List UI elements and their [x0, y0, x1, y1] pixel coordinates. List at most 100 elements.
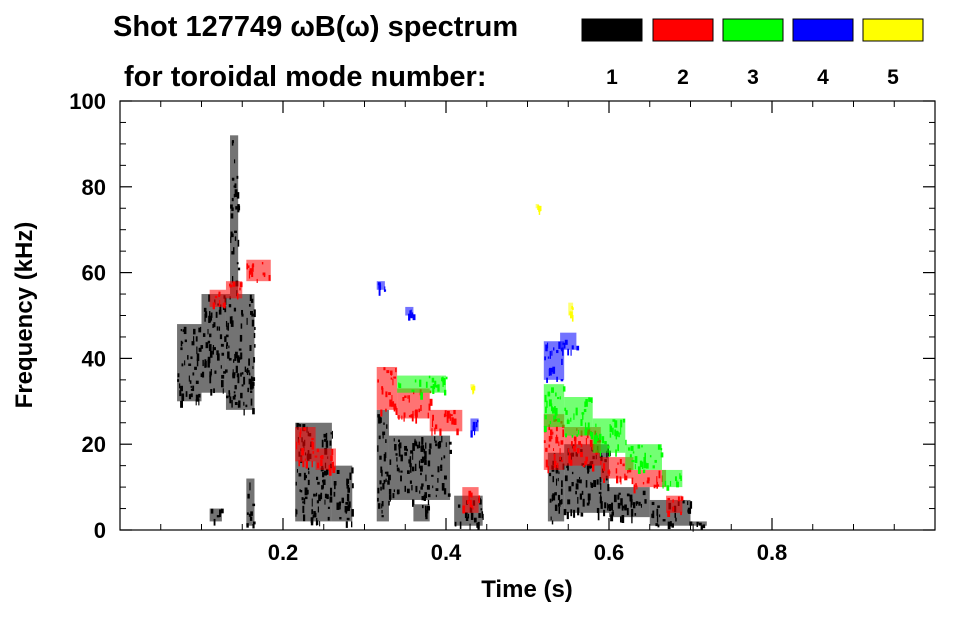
speckle [432, 387, 435, 394]
speckle [213, 322, 216, 328]
speckle [561, 358, 563, 366]
speckle [378, 416, 381, 424]
speckle [598, 433, 602, 441]
speckle [382, 431, 384, 439]
speckle [620, 427, 622, 435]
speckle [547, 342, 549, 349]
speckle [346, 484, 348, 489]
speckle [233, 394, 237, 397]
speckle [188, 363, 192, 366]
speckle [470, 512, 474, 520]
speckle [420, 486, 423, 490]
speckle [619, 476, 622, 483]
speckle [607, 470, 611, 474]
speckle [216, 353, 220, 361]
speckle [232, 369, 234, 377]
speckle [214, 347, 216, 351]
speckle [312, 451, 315, 454]
speckle [235, 365, 238, 373]
speckle [549, 420, 552, 425]
speckle [421, 495, 425, 501]
speckle [553, 347, 555, 351]
speckle [307, 467, 310, 471]
speckle [562, 348, 564, 356]
speckle [435, 488, 439, 491]
speckle [585, 456, 588, 462]
speckle [617, 494, 620, 500]
speckle [261, 262, 264, 265]
speckle [209, 371, 212, 378]
speckle [564, 433, 568, 438]
speckle [428, 449, 431, 455]
speckle [408, 395, 410, 403]
speckle [549, 350, 551, 359]
speckle [676, 480, 678, 487]
speckle [318, 494, 321, 502]
speckle [231, 197, 234, 202]
speckle [573, 436, 577, 442]
speckle [442, 483, 444, 488]
speckle [570, 509, 573, 517]
speckle [392, 379, 394, 386]
speckle [615, 449, 617, 457]
speckle [643, 461, 647, 469]
speckle [449, 449, 453, 454]
speckle [249, 516, 253, 521]
band-4-2 [405, 306, 414, 316]
speckle [431, 377, 435, 383]
speckle [453, 409, 456, 415]
speckle [599, 476, 601, 485]
speckle [319, 521, 321, 527]
speckle [398, 468, 400, 473]
speckle [198, 398, 200, 406]
speckle [655, 484, 658, 487]
speckle [557, 477, 559, 482]
speckle [381, 503, 383, 509]
speckle [202, 359, 204, 367]
speckle [475, 421, 478, 428]
speckle [220, 343, 224, 347]
speckle [482, 513, 484, 520]
speckle [576, 479, 580, 483]
speckle [381, 515, 384, 518]
speckle [655, 523, 659, 527]
speckle [234, 401, 238, 406]
speckle [580, 451, 583, 458]
speckle [423, 494, 426, 501]
speckle [443, 389, 447, 396]
speckle [196, 358, 199, 367]
speckle [437, 466, 440, 473]
speckle [330, 455, 333, 461]
speckle [472, 507, 474, 510]
speckle [324, 499, 326, 505]
speckle [596, 479, 599, 485]
speckle [325, 432, 328, 441]
speckle [185, 391, 188, 397]
speckle [398, 415, 400, 420]
band-1-3 [225, 294, 255, 410]
speckle [229, 316, 233, 324]
speckle [421, 437, 424, 445]
speckle [329, 440, 332, 446]
speckle [311, 440, 313, 446]
speckle [246, 512, 249, 515]
speckle [584, 422, 587, 430]
speckle [243, 401, 245, 406]
speckle [566, 465, 569, 469]
speckle [545, 447, 548, 452]
speckle [246, 369, 249, 374]
speckle [419, 490, 421, 494]
speckle [459, 521, 462, 529]
speckle [410, 314, 413, 319]
speckle [584, 461, 587, 465]
speckle [414, 440, 417, 446]
speckle [620, 419, 623, 428]
speckle [248, 270, 251, 279]
speckle [200, 326, 202, 333]
speckle [387, 480, 390, 485]
speckle [549, 367, 553, 373]
speckle [620, 498, 623, 506]
speckle [609, 424, 611, 427]
speckle [316, 448, 320, 453]
speckle [654, 459, 657, 463]
